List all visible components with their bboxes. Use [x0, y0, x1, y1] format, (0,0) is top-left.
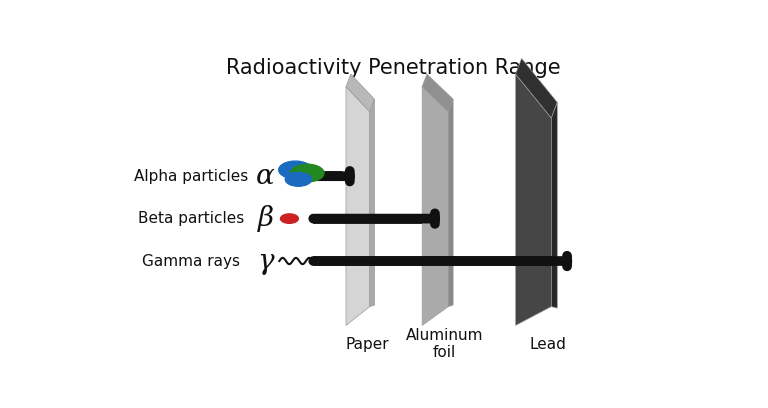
Text: γ: γ [257, 248, 274, 275]
Text: Beta particles: Beta particles [138, 211, 244, 226]
Circle shape [280, 214, 299, 223]
Text: Paper: Paper [345, 337, 389, 352]
Polygon shape [515, 74, 551, 326]
Text: Aluminum
foil: Aluminum foil [406, 328, 483, 361]
Circle shape [279, 161, 312, 179]
Polygon shape [515, 58, 558, 118]
Polygon shape [449, 99, 453, 306]
Text: Gamma rays: Gamma rays [142, 253, 240, 268]
Polygon shape [346, 86, 370, 326]
Text: Radioactivity Penetration Range: Radioactivity Penetration Range [227, 58, 561, 78]
Polygon shape [370, 99, 375, 306]
Text: Lead: Lead [530, 337, 567, 352]
Text: β: β [257, 205, 273, 232]
Circle shape [285, 173, 312, 186]
Text: α: α [257, 163, 275, 190]
Polygon shape [422, 86, 449, 326]
Text: Alpha particles: Alpha particles [134, 169, 248, 184]
Circle shape [290, 164, 324, 182]
Polygon shape [551, 102, 558, 308]
Polygon shape [422, 74, 453, 112]
Polygon shape [346, 74, 375, 112]
